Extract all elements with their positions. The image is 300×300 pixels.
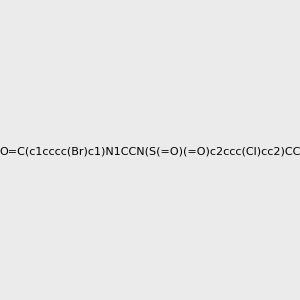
Text: O=C(c1cccc(Br)c1)N1CCN(S(=O)(=O)c2ccc(Cl)cc2)CC1: O=C(c1cccc(Br)c1)N1CCN(S(=O)(=O)c2ccc(Cl… bbox=[0, 146, 300, 157]
